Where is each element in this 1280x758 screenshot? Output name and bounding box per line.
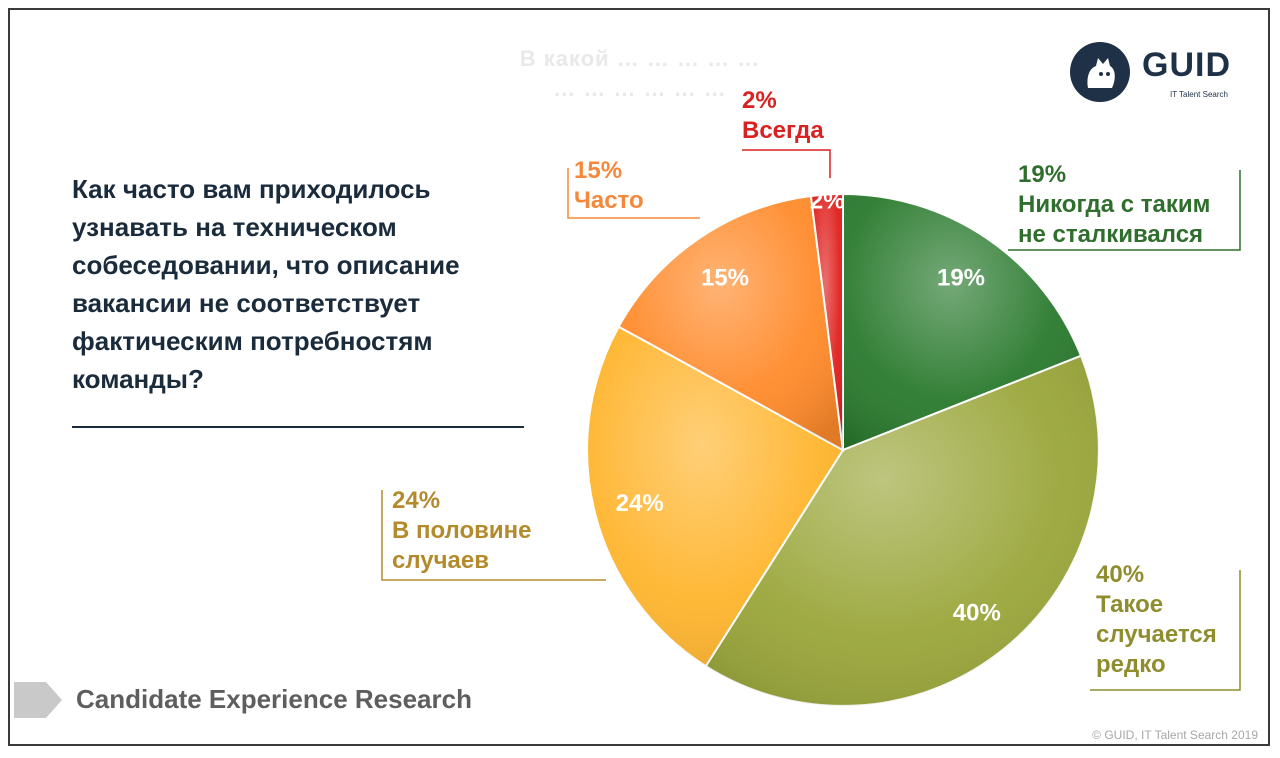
- callout-never-label-2: не сталкивался: [1018, 221, 1204, 248]
- callout-rarely-label-2: случается: [1096, 621, 1217, 648]
- copyright-text: © GUID, IT Talent Search 2019: [1092, 728, 1258, 742]
- logo-subtitle: IT Talent Search: [1170, 90, 1228, 99]
- callout-always-label-1: Всегда: [742, 117, 824, 144]
- pie-slice-shine-often: [618, 196, 843, 450]
- ghost-question-text: В какой … … … … … … … … … … …: [330, 44, 950, 104]
- callout-half-label-2: случаев: [392, 547, 490, 574]
- pie-inner-label-half: 24%: [616, 490, 664, 517]
- callout-half-label-1: В половине: [392, 517, 532, 544]
- callout-rarely-label-3: редко: [1096, 651, 1166, 678]
- callout-never: 19% Никогда с таким не сталкивался: [1018, 160, 1210, 250]
- callout-often-label-1: Часто: [574, 187, 644, 214]
- callout-rarely: 40% Такое случается редко: [1096, 560, 1217, 680]
- callout-half: 24% В половине случаев: [392, 486, 532, 576]
- question-underline: [72, 426, 524, 428]
- callout-often: 15% Часто: [574, 156, 644, 216]
- arrow-tag-icon: [14, 682, 62, 718]
- callout-always: 2% Всегда: [742, 86, 824, 146]
- callout-often-pct: 15%: [574, 157, 623, 184]
- leader-line-never: [1008, 170, 1241, 251]
- leader-line-rarely: [1090, 570, 1241, 691]
- pie-inner-label-never: 19%: [937, 264, 985, 291]
- callout-half-pct: 24%: [392, 487, 441, 514]
- question-text: Как часто вам приходилось узнавать на те…: [72, 174, 460, 394]
- cat-logo-icon: [1070, 42, 1130, 102]
- footer-research-title: Candidate Experience Research: [76, 684, 472, 714]
- leader-line-often: [567, 168, 700, 219]
- ghost-line-2: … … … … … …: [553, 76, 727, 101]
- leader-line-always: [742, 149, 831, 178]
- pie-slice-shine-always: [810, 193, 843, 450]
- pie-inner-label-rarely: 40%: [953, 600, 1001, 627]
- leader-line-half: [381, 490, 606, 581]
- pie-inner-label-always: 2%: [810, 188, 845, 215]
- pie-slice-shine-half: [587, 326, 843, 667]
- logo-wordmark: GUID: [1142, 46, 1231, 84]
- ghost-line-1: В какой … … … … …: [519, 46, 761, 71]
- guid-logo: GUID IT Talent Search: [1070, 42, 1240, 104]
- pie-inner-label-often: 15%: [701, 264, 749, 291]
- callout-rarely-pct: 40%: [1096, 561, 1145, 588]
- callout-never-label-1: Никогда с таким: [1018, 191, 1211, 218]
- pie-slice-shine-never: [843, 194, 1081, 450]
- callout-never-pct: 19%: [1018, 161, 1067, 188]
- pie-slice-shine-rarely: [705, 355, 1099, 706]
- callout-rarely-label-1: Такое: [1096, 591, 1164, 618]
- callout-always-pct: 2%: [742, 87, 777, 114]
